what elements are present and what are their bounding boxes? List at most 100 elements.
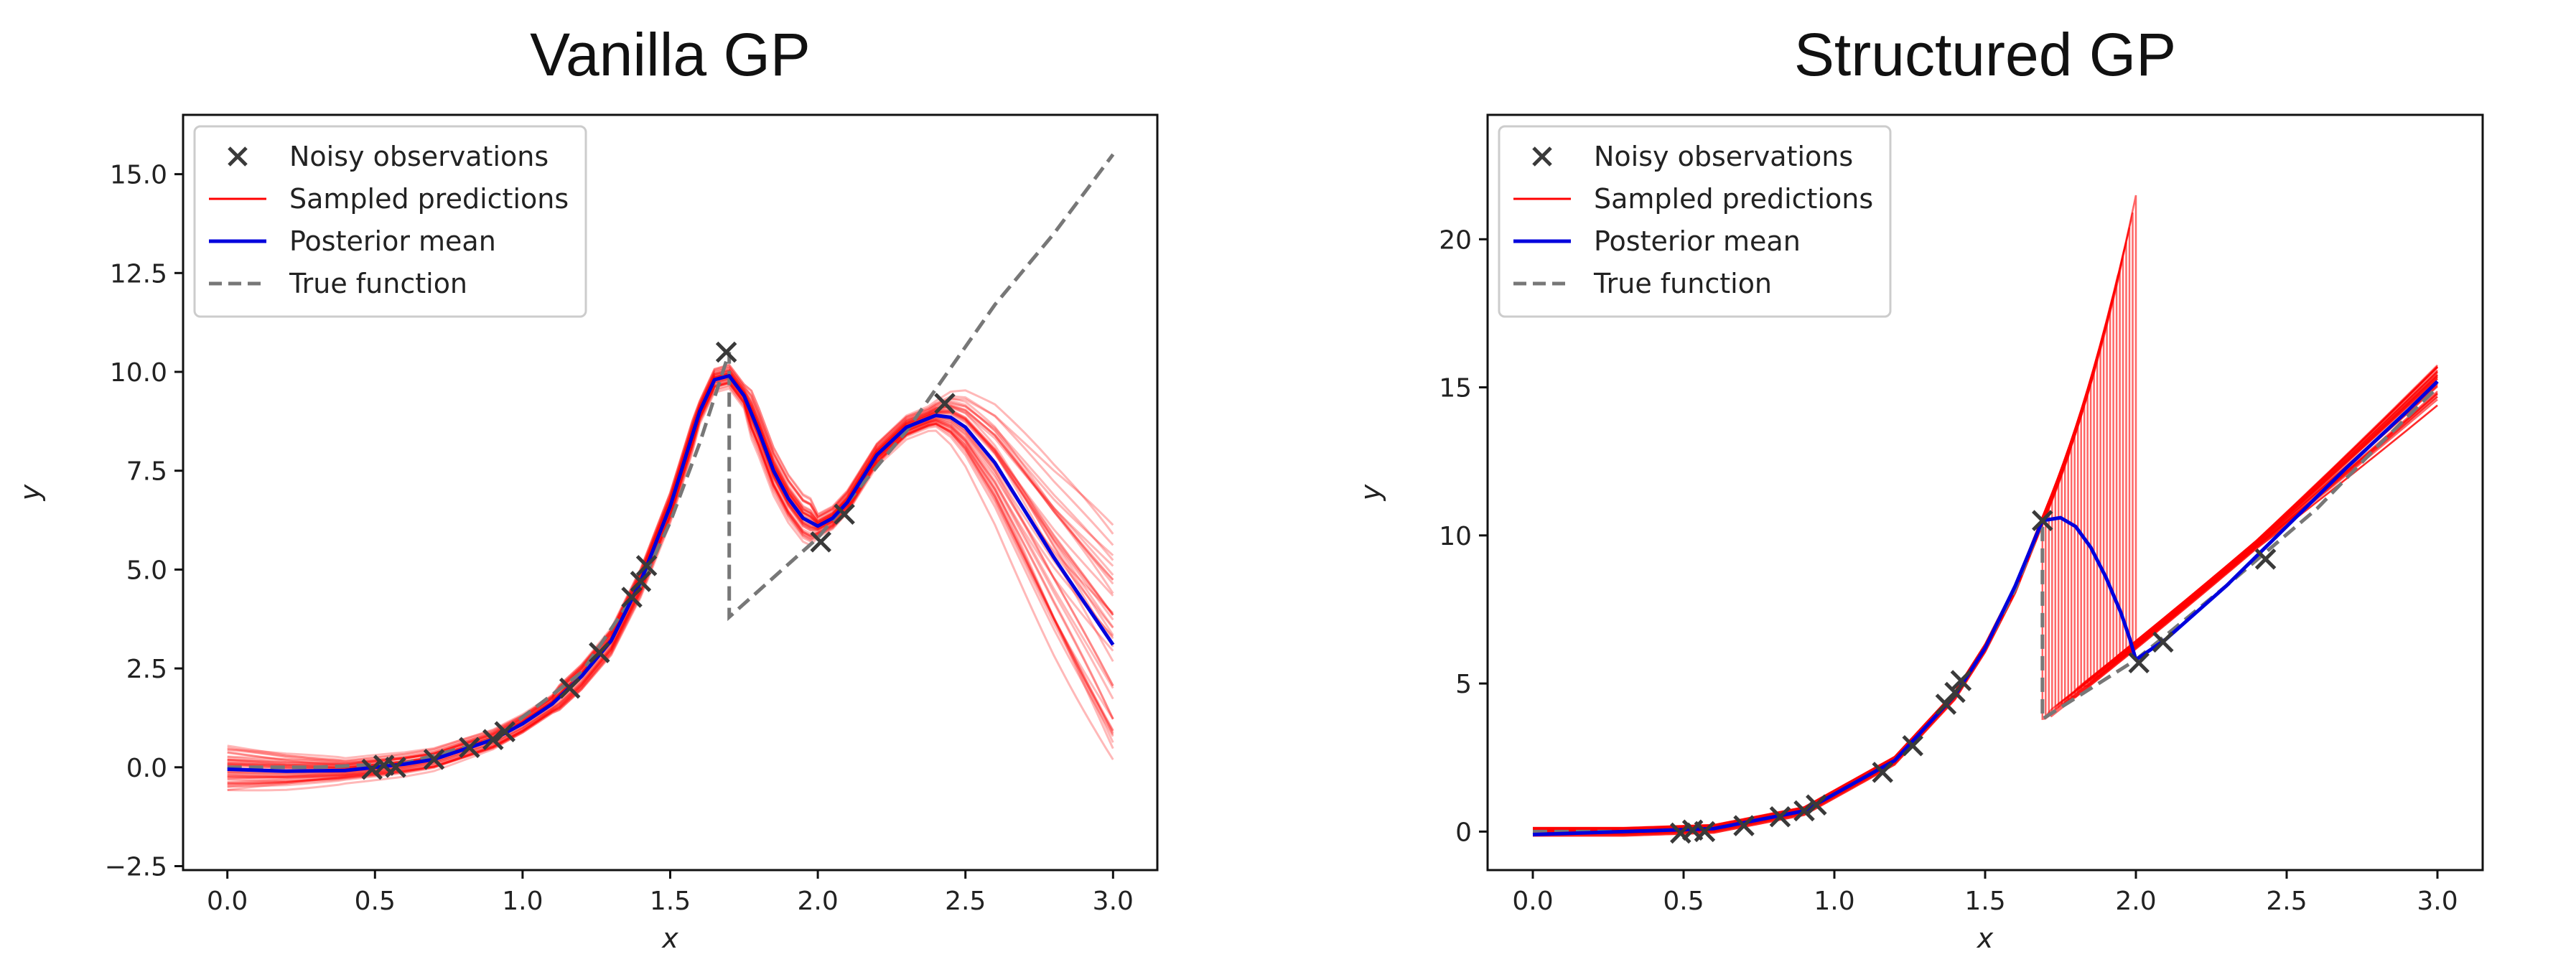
- y-tick-label: 0: [1455, 818, 1472, 847]
- observation-marker: [2032, 510, 2053, 531]
- observation-marker: [1806, 794, 1827, 816]
- x-tick-label: 0.0: [207, 887, 248, 916]
- sample-line: [1533, 270, 2438, 829]
- legend-entry-label: True function: [289, 268, 467, 299]
- y-tick-label: 20: [1439, 225, 1472, 255]
- plot-area: [1532, 195, 2439, 844]
- x-tick-label: 3.0: [1093, 887, 1134, 916]
- sample-line: [227, 370, 1114, 770]
- observation-marker: [2152, 631, 2174, 653]
- observation-marker: [2254, 548, 2277, 570]
- observation-marker: [834, 503, 855, 525]
- y-tick-label: 5: [1455, 670, 1472, 699]
- x-tick-label: 2.0: [2115, 887, 2156, 916]
- sample-line: [1533, 404, 2438, 837]
- observation-marker: [1670, 822, 1691, 844]
- legend-entry-label: Noisy observations: [289, 141, 549, 172]
- sample-line: [1533, 335, 2438, 831]
- chart-panel-2: Structured GP 0.0 0.5 1.0 1.5 2.0 2.5 3.0 0 5 10 15…: [1355, 21, 2484, 954]
- observation-marker: [635, 555, 658, 576]
- x-tick-label: 2.5: [2266, 887, 2307, 916]
- sample-line: [227, 368, 1114, 766]
- chart-title: Vanilla GP: [530, 21, 811, 88]
- y-tick-label: 7.5: [126, 457, 167, 487]
- x-tick-label: 0.0: [1512, 887, 1553, 916]
- x-axis-label: x: [1977, 922, 1994, 954]
- observation-marker: [2128, 652, 2150, 673]
- legend-entry-label: Noisy observations: [1594, 141, 1853, 172]
- x-tick-label: 0.5: [1663, 887, 1704, 916]
- y-axis-label: y: [1355, 484, 1386, 501]
- sample-line: [227, 380, 1114, 792]
- observation-marker: [459, 737, 480, 759]
- sample-line: [227, 363, 1114, 763]
- y-tick-label: 0.0: [126, 754, 167, 783]
- observation-marker: [361, 758, 383, 780]
- observation-marker: [1944, 681, 1966, 704]
- posterior-mean-line: [1532, 380, 2439, 836]
- observation-marker: [1950, 670, 1972, 691]
- sample-line: [1533, 366, 2438, 829]
- sample-line: [1533, 370, 2438, 831]
- y-tick-label: 2.5: [126, 655, 167, 684]
- observation-marker: [589, 642, 610, 663]
- x-axis-label: x: [661, 922, 678, 954]
- legend-box: [193, 125, 587, 318]
- sample-line: [1533, 396, 2438, 836]
- sample-line: [1533, 297, 2438, 832]
- sample-line: [1533, 373, 2438, 831]
- sample-line: [227, 368, 1114, 760]
- sample-line: [1533, 404, 2438, 837]
- observation-marker: [1902, 734, 1923, 757]
- observation-marker: [934, 393, 956, 414]
- sample-line: [1533, 398, 2438, 836]
- observation-marker: [1872, 762, 1893, 783]
- sample-line: [227, 366, 1114, 767]
- legend-observation-icon: [228, 146, 248, 167]
- sample-line: [1533, 359, 2438, 835]
- sample-line: [227, 372, 1114, 769]
- sample-line: [1533, 365, 2438, 829]
- sample-line: [227, 369, 1114, 767]
- observation-marker: [1694, 821, 1716, 843]
- legend: Noisy observations Sampled predictions Pos…: [1498, 125, 1892, 318]
- observation-marker: [423, 749, 445, 770]
- sample-line: [1533, 284, 2438, 829]
- x-tick-label: 1.0: [1814, 887, 1854, 916]
- legend-observation-icon: [1532, 146, 1552, 167]
- y-tick-label: 10: [1439, 522, 1472, 551]
- sample-line: [227, 380, 1114, 785]
- x-tick-label: 3.0: [2417, 887, 2458, 916]
- sample-line: [1533, 310, 2438, 833]
- y-axis-label: y: [14, 484, 46, 501]
- sample-line: [1533, 393, 2438, 835]
- observation-marker: [1793, 800, 1815, 822]
- observation-marker: [1769, 805, 1791, 828]
- legend: Noisy observations Sampled predictions Pos…: [193, 125, 587, 318]
- sample-line: [1533, 386, 2438, 833]
- x-tick-label: 2.0: [797, 887, 838, 916]
- sample-line: [1533, 381, 2438, 833]
- observation-marker: [482, 729, 504, 751]
- sample-line: [1533, 227, 2438, 831]
- y-tick-label: 15: [1439, 374, 1472, 403]
- sample-line: [227, 370, 1114, 765]
- sample-line: [1533, 242, 2438, 831]
- observation-marker: [630, 571, 652, 592]
- sample-line: [1533, 391, 2438, 834]
- chart-title: Structured GP: [1794, 21, 2176, 88]
- posterior-mean-line: [227, 374, 1115, 773]
- observation-marker: [715, 341, 737, 363]
- sample-line: [1533, 346, 2438, 830]
- legend-entry-label: Sampled predictions: [1594, 183, 1873, 215]
- y-tick-label: 5.0: [126, 556, 167, 585]
- legend-entry-label: Posterior mean: [289, 225, 496, 257]
- legend-box: [1498, 125, 1892, 318]
- x-tick-label: 1.0: [502, 887, 543, 916]
- sample-line: [227, 365, 1114, 765]
- sample-line: [1533, 370, 2438, 831]
- observation-marker: [494, 721, 515, 742]
- true-function-line: [1533, 386, 2439, 833]
- sample-line: [227, 381, 1114, 780]
